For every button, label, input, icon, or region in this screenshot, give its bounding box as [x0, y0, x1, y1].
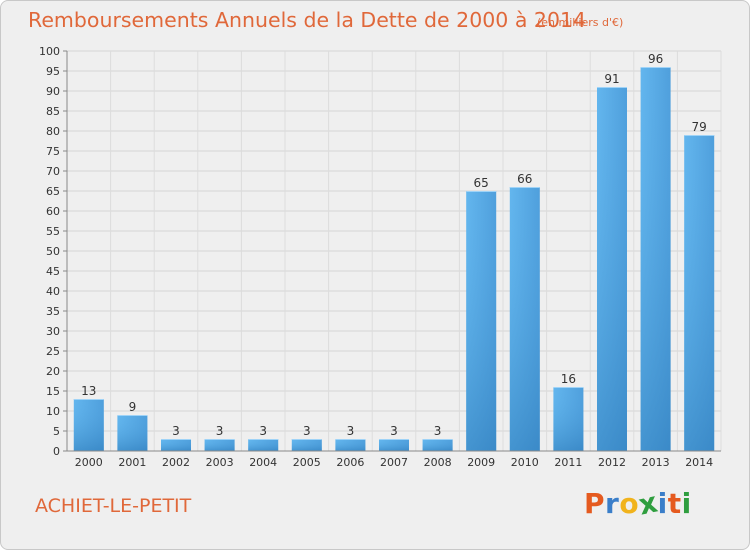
- bar-value-label: 16: [561, 372, 576, 386]
- x-tick-label: 2008: [424, 456, 452, 469]
- x-tick-label: 2005: [293, 456, 321, 469]
- bar-shade: [73, 399, 104, 451]
- y-tick-label: 70: [46, 165, 60, 178]
- bar-value-label: 3: [434, 424, 442, 438]
- x-tick-label: 2010: [511, 456, 539, 469]
- logo-letter: r: [605, 487, 620, 520]
- bar-shade: [117, 415, 148, 451]
- x-tick-label: 2012: [598, 456, 626, 469]
- logo-letter: P: [584, 487, 606, 520]
- bar-value-label: 3: [216, 424, 224, 438]
- bar-shade: [379, 439, 409, 451]
- bar-value-label: 91: [604, 72, 619, 86]
- bar-value-label: 96: [648, 52, 663, 66]
- y-tick-label: 90: [46, 85, 60, 98]
- bars: 13 9 3 3 3 3 3 3 3 65 66 16 91 96 79: [73, 52, 715, 451]
- x-tick-label: 2009: [467, 456, 495, 469]
- bar-value-label: 3: [303, 424, 311, 438]
- y-tick-label: 95: [46, 65, 60, 78]
- x-tick-label: 2004: [249, 456, 277, 469]
- y-tick-label: 60: [46, 205, 60, 218]
- chart-subtitle: (en milliers d'€): [537, 16, 624, 29]
- bar-value-label: 3: [390, 424, 398, 438]
- bar-shade: [248, 439, 279, 451]
- bar-value-label: 3: [259, 424, 267, 438]
- bar-shade: [640, 67, 671, 451]
- bar-value-label: 3: [347, 424, 355, 438]
- bar-value-label: 3: [172, 424, 180, 438]
- y-tick-label: 50: [46, 245, 60, 258]
- bar-value-label: 65: [474, 176, 489, 190]
- bar-shade: [509, 187, 540, 451]
- y-tick-label: 75: [46, 145, 60, 158]
- bar-value-label: 66: [517, 172, 532, 186]
- y-tick-label: 15: [46, 385, 60, 398]
- bar-shade: [204, 439, 235, 451]
- logo-letter: o: [619, 487, 640, 520]
- bar-shade: [161, 439, 191, 451]
- y-tick-label: 85: [46, 105, 60, 118]
- bar-value-label: 9: [129, 400, 137, 414]
- y-tick-label: 55: [46, 225, 60, 238]
- y-tick-label: 5: [53, 425, 60, 438]
- y-tick-label: 20: [46, 365, 60, 378]
- bar-shade: [291, 439, 322, 451]
- y-tick-label: 45: [46, 265, 60, 278]
- x-tick-label: 2000: [75, 456, 103, 469]
- x-tick-label: 2007: [380, 456, 408, 469]
- y-tick-label: 0: [53, 445, 60, 458]
- logo-letter: i: [657, 487, 668, 520]
- logo-letter: t: [667, 487, 682, 520]
- y-tick-label: 25: [46, 345, 60, 358]
- y-tick-label: 10: [46, 405, 60, 418]
- bar-shade: [335, 439, 366, 451]
- y-tick-label: 40: [46, 285, 60, 298]
- city-name: ACHIET-LE-PETIT: [35, 495, 192, 517]
- y-tick-label: 80: [46, 125, 60, 138]
- x-tick-label: 2011: [554, 456, 582, 469]
- y-tick-label: 100: [39, 45, 60, 58]
- bar-shade: [553, 387, 584, 451]
- bar-value-label: 13: [81, 384, 96, 398]
- x-tick-label: 2006: [336, 456, 364, 469]
- chart-title: Remboursements Annuels de la Dette de 20…: [28, 8, 587, 32]
- proxiti-logo[interactable]: Proxiti: [584, 485, 692, 521]
- x-tick-label: 2001: [118, 456, 146, 469]
- bar-shade: [466, 191, 497, 451]
- y-tick-label: 30: [46, 325, 60, 338]
- bar-value-label: 79: [692, 120, 707, 134]
- x-tick-label: 2003: [206, 456, 234, 469]
- logo-letter: i: [681, 487, 692, 520]
- bar-shade: [597, 87, 627, 451]
- axes: 0 5 10 15 20 25 30 35 40 45 50 55 60 65 70 75 80 85 90 95 10…: [39, 45, 721, 469]
- bar-shade: [684, 135, 715, 451]
- bar-shade: [422, 439, 453, 451]
- x-tick-label: 2002: [162, 456, 190, 469]
- x-tick-label: 2014: [685, 456, 713, 469]
- x-tick-label: 2013: [642, 456, 670, 469]
- y-tick-label: 65: [46, 185, 60, 198]
- y-tick-label: 35: [46, 305, 60, 318]
